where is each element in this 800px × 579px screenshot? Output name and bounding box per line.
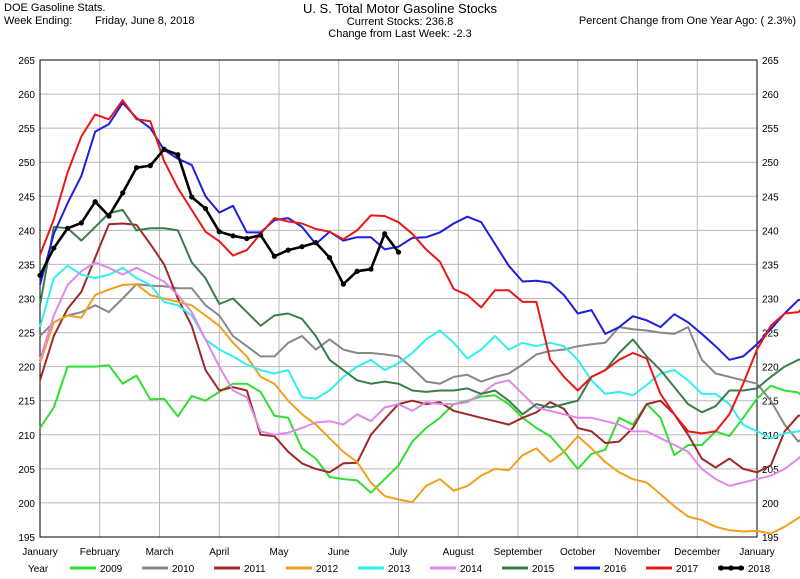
x-tick-label: December xyxy=(674,547,721,558)
y-tick-label-right: 225 xyxy=(762,329,779,340)
x-tick-label: March xyxy=(146,547,174,558)
x-tick-label: April xyxy=(209,547,229,558)
legend-label-2015: 2015 xyxy=(532,564,555,575)
series-point-2018 xyxy=(368,266,374,272)
series-point-2018 xyxy=(326,255,333,261)
series-point-2018 xyxy=(313,240,319,246)
series-point-2018 xyxy=(120,190,126,196)
series-point-2018 xyxy=(189,194,195,200)
y-tick-label-right: 260 xyxy=(762,90,779,101)
legend-label-2010: 2010 xyxy=(172,564,195,575)
series-point-2018 xyxy=(51,245,57,251)
legend-title: Year xyxy=(28,564,49,575)
series-point-2018 xyxy=(299,244,305,250)
series-line-2014 xyxy=(39,261,800,487)
x-tick-label: June xyxy=(328,547,350,558)
series-line-2012 xyxy=(39,283,800,535)
y-tick-label-left: 210 xyxy=(18,431,35,442)
series-line-2015 xyxy=(39,208,800,416)
y-tick-label-left: 225 xyxy=(18,329,35,340)
week-ending-date: Friday, June 8, 2018 xyxy=(95,15,195,27)
chart-title: U. S. Total Motor Gasoline Stocks xyxy=(302,1,498,16)
x-tick-label: July xyxy=(390,547,408,558)
legend-label-2009: 2009 xyxy=(100,564,123,575)
series-point-2018 xyxy=(175,152,181,158)
series-point-2018 xyxy=(64,225,71,231)
series-point-2018 xyxy=(78,220,84,226)
series-point-2018 xyxy=(161,146,167,152)
x-tick-label: February xyxy=(80,547,120,558)
y-tick-label-left: 265 xyxy=(18,56,35,67)
y-tick-label-left: 240 xyxy=(18,226,35,237)
legend-label-2011: 2011 xyxy=(244,564,266,575)
series-point-2018 xyxy=(37,272,43,278)
percent-change-text: Percent Change from One Year Ago: ( 2.3%… xyxy=(578,15,796,27)
y-tick-label-left: 255 xyxy=(18,124,35,135)
series-point-2018 xyxy=(106,213,112,219)
legend-label-2012: 2012 xyxy=(316,564,339,575)
y-tick-label-left: 205 xyxy=(18,465,35,476)
series-point-2018 xyxy=(354,268,360,274)
series-point-2018 xyxy=(382,231,388,237)
series-point-2018 xyxy=(92,199,98,205)
series-line-2017 xyxy=(39,99,800,435)
legend-label-2018: 2018 xyxy=(748,564,771,575)
y-tick-label-right: 205 xyxy=(762,465,779,476)
y-tick-label-left: 260 xyxy=(18,90,35,101)
legend-marker-2018 xyxy=(718,565,724,571)
y-tick-label-left: 200 xyxy=(18,499,35,510)
series-point-2018 xyxy=(230,233,236,239)
y-tick-label-right: 200 xyxy=(762,499,779,510)
y-tick-label-right: 230 xyxy=(762,295,779,306)
series-point-2018 xyxy=(340,281,346,287)
series-point-2018 xyxy=(258,232,264,238)
x-tick-label: October xyxy=(560,547,596,558)
x-tick-label: January xyxy=(739,547,775,558)
week-ending-label: Week Ending: xyxy=(4,15,73,27)
x-tick-label: August xyxy=(443,547,474,558)
x-tick-label: November xyxy=(614,547,661,558)
x-tick-label: September xyxy=(494,547,544,558)
y-tick-label-right: 235 xyxy=(762,260,779,271)
y-tick-label-right: 240 xyxy=(762,226,779,237)
y-tick-label-right: 250 xyxy=(762,158,779,169)
x-tick-label: May xyxy=(270,547,289,558)
series-point-2018 xyxy=(285,247,291,253)
series-line-2013 xyxy=(39,264,800,440)
plot-frame xyxy=(39,59,758,538)
y-tick-label-left: 220 xyxy=(18,363,35,374)
change-week-text: Change from Last Week: -2.3 xyxy=(328,28,472,40)
series-point-2018 xyxy=(271,253,278,259)
series-point-2018 xyxy=(216,229,222,235)
legend-marker-2018 xyxy=(728,565,734,571)
series-point-2018 xyxy=(147,163,153,169)
series-point-2018 xyxy=(133,165,140,171)
y-tick-label-left: 250 xyxy=(18,158,35,169)
series-point-2018 xyxy=(395,249,402,255)
legend-label-2017: 2017 xyxy=(676,564,699,575)
series-point-2018 xyxy=(202,205,209,212)
legend-marker-2018 xyxy=(738,565,744,571)
legend-label-2014: 2014 xyxy=(460,564,483,575)
current-stocks-text: Current Stocks: 236.8 xyxy=(346,16,454,28)
y-tick-label-left: 235 xyxy=(18,260,35,271)
y-tick-label-right: 195 xyxy=(762,533,779,544)
y-tick-label-left: 230 xyxy=(18,295,35,306)
y-tick-label-left: 215 xyxy=(18,397,35,408)
y-tick-label-right: 255 xyxy=(762,124,779,135)
legend-label-2013: 2013 xyxy=(388,564,411,575)
header-left-title: DOE Gasoline Stats. xyxy=(4,2,106,14)
y-tick-label-right: 245 xyxy=(762,192,779,203)
y-tick-label-left: 195 xyxy=(18,533,35,544)
y-tick-label-right: 265 xyxy=(762,56,779,67)
x-tick-label: January xyxy=(22,547,58,558)
y-tick-label-left: 245 xyxy=(18,192,35,203)
series-point-2018 xyxy=(244,235,250,242)
legend-label-2016: 2016 xyxy=(604,564,627,575)
y-tick-label-right: 210 xyxy=(762,431,779,442)
y-tick-label-right: 220 xyxy=(762,363,779,374)
